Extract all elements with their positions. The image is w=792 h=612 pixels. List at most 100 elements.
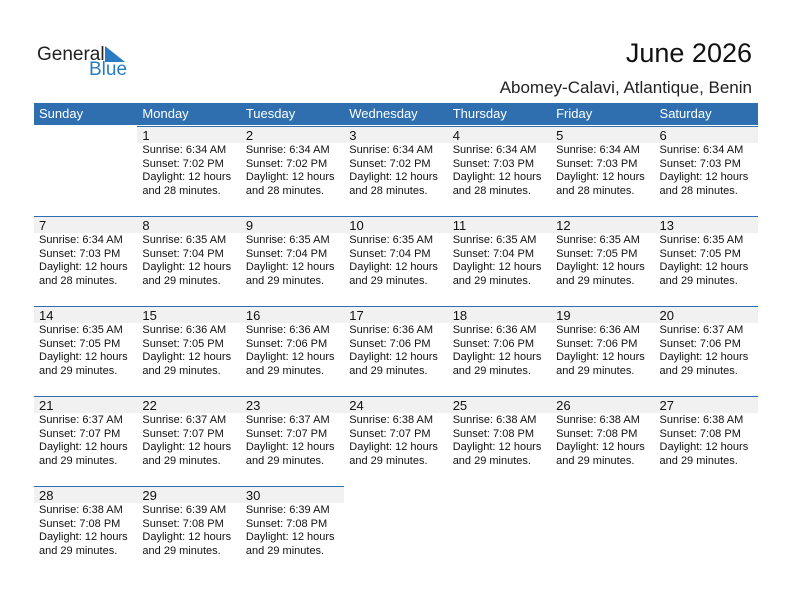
day-info: Sunrise: 6:34 AM Sunset: 7:03 PM Dayligh… [551,143,654,198]
daylight-text: Daylight: 12 hours [556,441,645,453]
daylight-minutes-text: and 29 minutes. [142,274,221,287]
sunrise-text: Sunrise: 6:34 AM [349,144,434,156]
day-info: Sunrise: 6:36 AM Sunset: 7:06 PM Dayligh… [448,323,551,378]
sunset-text: Sunset: 7:07 PM [245,427,328,440]
sunset-text: Sunset: 7:02 PM [245,157,328,170]
daylight-minutes-text: and 29 minutes. [452,454,531,467]
sunset-text: Sunset: 7:07 PM [39,427,121,440]
day-cell: 11 Sunrise: 6:35 AM Sunset: 7:04 PM Dayl… [447,216,552,306]
day-cell: 19 Sunrise: 6:36 AM Sunset: 7:06 PM Dayl… [551,306,655,396]
sunset-text: Sunset: 7:08 PM [659,427,741,440]
day-number: 29 [137,487,241,503]
weekday-saturday: Saturday [659,106,712,121]
day-cell: 2 Sunrise: 6:34 AM Sunset: 7:02 PM Dayli… [240,126,345,216]
day-cell: 30 Sunrise: 6:39 AM Sunset: 7:08 PM Dayl… [240,486,345,576]
day-info: Sunrise: 6:35 AM Sunset: 7:05 PM Dayligh… [655,233,758,288]
daylight-text: Daylight: 12 hours [349,351,438,363]
day-info: Sunrise: 6:37 AM Sunset: 7:06 PM Dayligh… [655,323,758,378]
day-cell: 8 Sunrise: 6:35 AM Sunset: 7:04 PM Dayli… [137,216,241,306]
day-cell: 21 Sunrise: 6:37 AM Sunset: 7:07 PM Dayl… [34,396,138,486]
daylight-minutes-text: and 29 minutes. [39,544,118,557]
day-cell: 27 Sunrise: 6:38 AM Sunset: 7:08 PM Dayl… [654,396,758,486]
day-number: 9 [240,217,345,233]
daylight-text: Daylight: 12 hours [39,531,128,543]
sunset-text: Sunset: 7:02 PM [349,157,431,170]
daylight-text: Daylight: 12 hours [659,261,749,273]
daylight-minutes-text: and 29 minutes. [659,274,738,287]
day-info: Sunrise: 6:35 AM Sunset: 7:04 PM Dayligh… [137,233,240,288]
day-cell: 25 Sunrise: 6:38 AM Sunset: 7:08 PM Dayl… [447,396,552,486]
day-info: Sunrise: 6:36 AM Sunset: 7:06 PM Dayligh… [551,323,654,378]
day-number: 18 [447,307,552,323]
day-cell: 3 Sunrise: 6:34 AM Sunset: 7:02 PM Dayli… [344,126,448,216]
sunset-text: Sunset: 7:02 PM [142,157,224,170]
sunset-text: Sunset: 7:06 PM [556,337,638,350]
daylight-minutes-text: and 28 minutes. [245,184,325,197]
sunrise-text: Sunrise: 6:39 AM [142,504,227,516]
sunset-text: Sunset: 7:03 PM [39,247,121,260]
day-number: 21 [34,397,138,413]
daylight-minutes-text: and 29 minutes. [349,274,428,287]
day-number: 20 [654,307,758,323]
day-number: 1 [137,127,241,143]
sunrise-text: Sunrise: 6:34 AM [39,234,123,246]
sunrise-text: Sunrise: 6:35 AM [556,234,640,246]
day-info: Sunrise: 6:35 AM Sunset: 7:04 PM Dayligh… [448,233,551,288]
daylight-text: Daylight: 12 hours [452,261,542,273]
logo-text-general: General [37,44,105,65]
daylight-text: Daylight: 12 hours [142,351,232,363]
sunset-text: Sunset: 7:06 PM [452,337,535,350]
sunset-text: Sunset: 7:08 PM [245,517,328,530]
daylight-text: Daylight: 12 hours [142,531,232,543]
calendar-week: 7 Sunrise: 6:34 AM Sunset: 7:03 PM Dayli… [34,216,758,306]
sunset-text: Sunset: 7:08 PM [39,517,121,530]
day-cell: 13 Sunrise: 6:35 AM Sunset: 7:05 PM Dayl… [654,216,758,306]
calendar-week: 28 Sunrise: 6:38 AM Sunset: 7:08 PM Dayl… [34,486,758,576]
day-number: 24 [344,397,448,413]
day-info: Sunrise: 6:35 AM Sunset: 7:04 PM Dayligh… [344,233,447,288]
day-number: 16 [240,307,345,323]
day-cell: 23 Sunrise: 6:37 AM Sunset: 7:07 PM Dayl… [240,396,345,486]
daylight-minutes-text: and 28 minutes. [556,184,635,197]
day-number: 7 [34,217,138,233]
daylight-text: Daylight: 12 hours [39,351,128,363]
daylight-minutes-text: and 28 minutes. [659,184,738,197]
sunset-text: Sunset: 7:03 PM [556,157,638,170]
calendar-grid: 1 Sunrise: 6:34 AM Sunset: 7:02 PM Dayli… [34,126,758,576]
sunset-text: Sunset: 7:06 PM [349,337,431,350]
weekday-thursday: Thursday [452,106,507,121]
sunrise-text: Sunrise: 6:34 AM [659,144,744,156]
daylight-minutes-text: and 29 minutes. [349,364,428,377]
sunrise-text: Sunrise: 6:34 AM [452,144,537,156]
sunrise-text: Sunrise: 6:38 AM [659,414,744,426]
daylight-minutes-text: and 29 minutes. [142,364,221,377]
day-cell: 7 Sunrise: 6:34 AM Sunset: 7:03 PM Dayli… [34,216,138,306]
day-cell: 26 Sunrise: 6:38 AM Sunset: 7:08 PM Dayl… [551,396,655,486]
weekday-friday: Friday [556,106,593,121]
day-info: Sunrise: 6:37 AM Sunset: 7:07 PM Dayligh… [137,413,240,468]
sunset-text: Sunset: 7:05 PM [142,337,224,350]
sunrise-text: Sunrise: 6:36 AM [349,324,434,336]
day-info: Sunrise: 6:39 AM Sunset: 7:08 PM Dayligh… [137,503,240,558]
sunset-text: Sunset: 7:03 PM [659,157,741,170]
day-number: 19 [551,307,655,323]
daylight-minutes-text: and 29 minutes. [245,454,325,467]
daylight-text: Daylight: 12 hours [556,261,645,273]
sunrise-text: Sunrise: 6:37 AM [142,414,227,426]
sunrise-text: Sunrise: 6:36 AM [142,324,227,336]
daylight-minutes-text: and 29 minutes. [556,274,635,287]
daylight-minutes-text: and 29 minutes. [452,364,531,377]
daylight-text: Daylight: 12 hours [452,351,542,363]
daylight-text: Daylight: 12 hours [39,441,128,453]
sunrise-text: Sunrise: 6:37 AM [245,414,330,426]
day-info: Sunrise: 6:38 AM Sunset: 7:08 PM Dayligh… [551,413,654,468]
day-info: Sunrise: 6:34 AM Sunset: 7:02 PM Dayligh… [137,143,240,198]
daylight-text: Daylight: 12 hours [349,441,438,453]
daylight-text: Daylight: 12 hours [245,261,335,273]
day-info: Sunrise: 6:34 AM Sunset: 7:03 PM Dayligh… [34,233,137,288]
daylight-text: Daylight: 12 hours [142,171,232,183]
sunset-text: Sunset: 7:04 PM [349,247,431,260]
day-info: Sunrise: 6:34 AM Sunset: 7:03 PM Dayligh… [655,143,758,198]
day-cell: 18 Sunrise: 6:36 AM Sunset: 7:06 PM Dayl… [447,306,552,396]
sunrise-text: Sunrise: 6:35 AM [245,234,330,246]
